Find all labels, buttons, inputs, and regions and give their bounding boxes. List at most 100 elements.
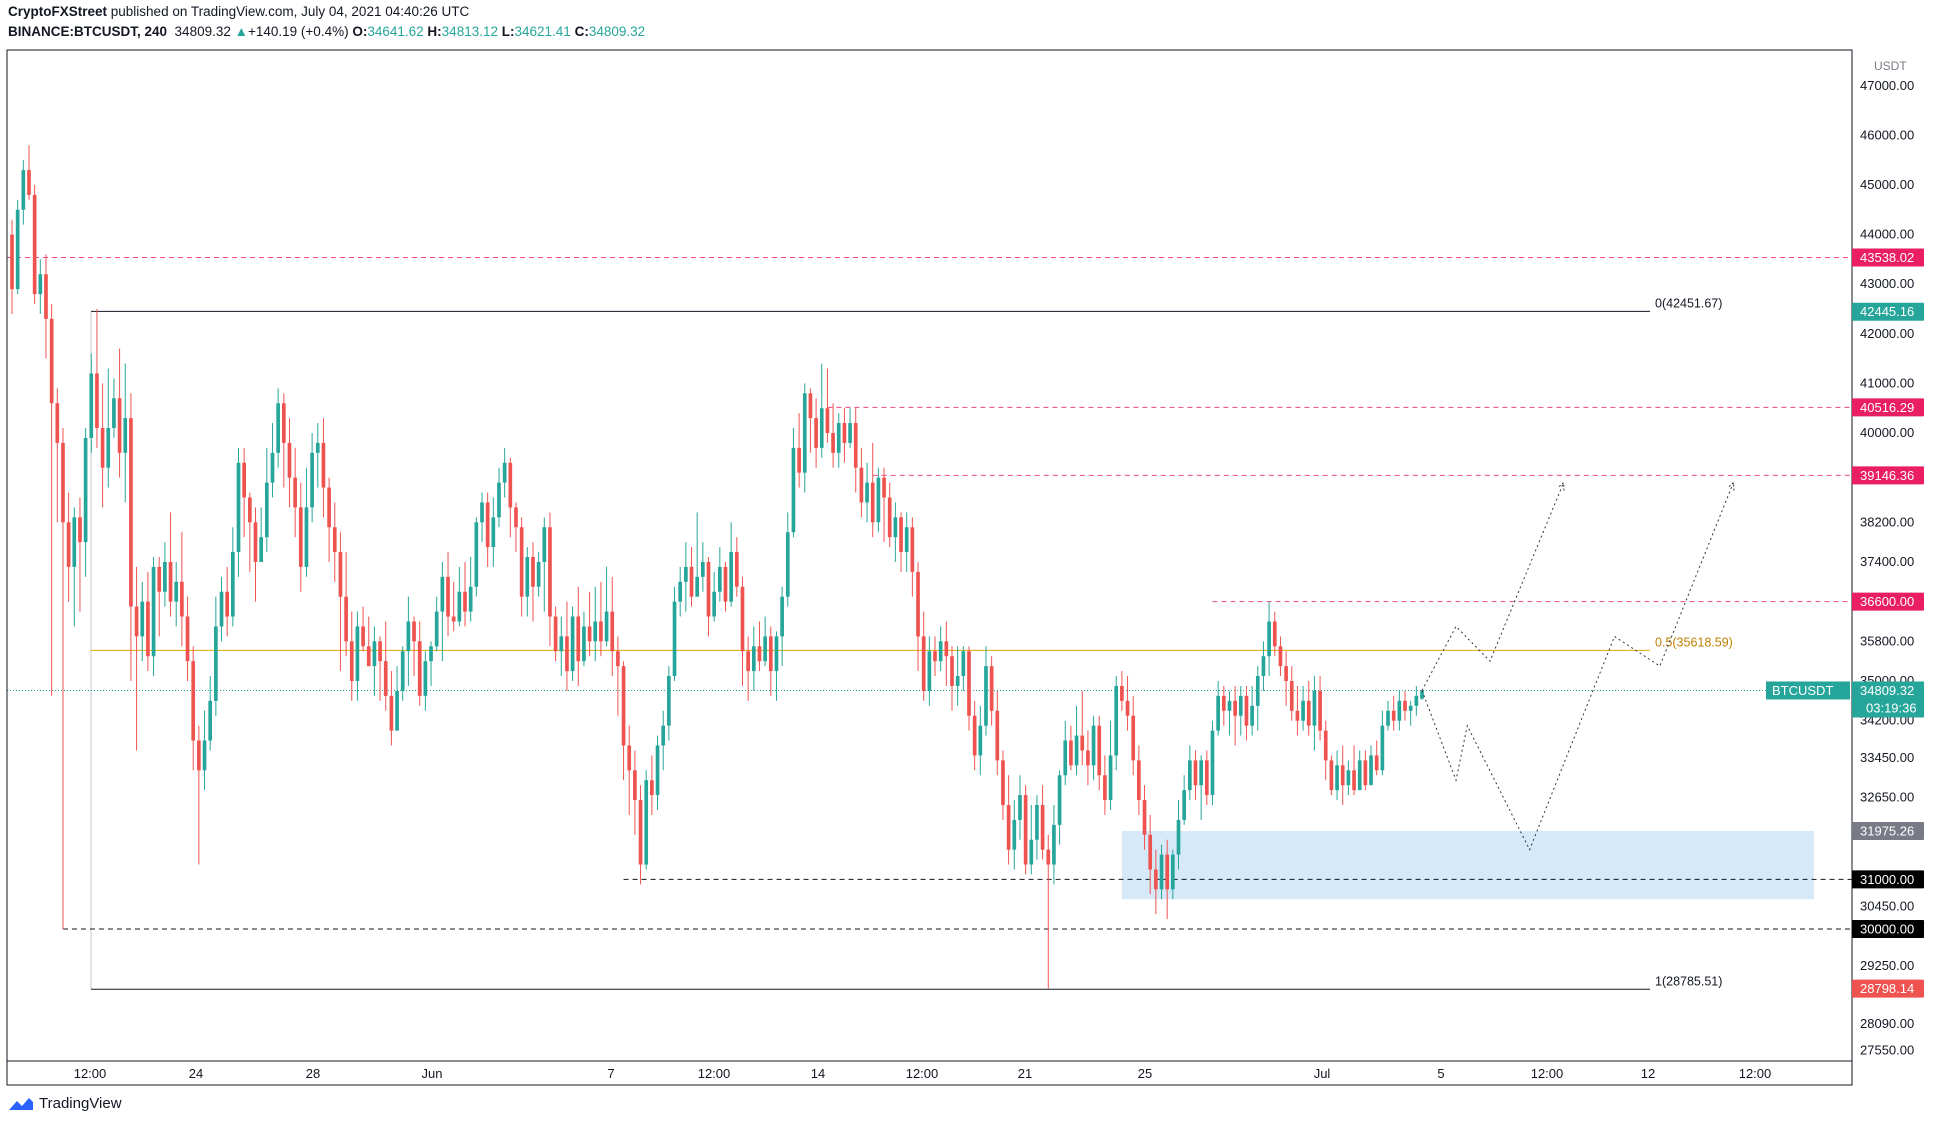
candle-body [1125,700,1130,716]
candle-body [865,482,869,503]
candle-body [214,626,218,701]
candle-body [831,432,835,453]
candle-body [151,566,156,657]
x-tick-label: 24 [189,1066,203,1081]
candle-body [378,641,382,662]
level-badge-bg [1852,870,1924,889]
candle-body [27,170,31,195]
tradingview-logo-icon [9,1097,33,1110]
x-tick-label: 12:00 [906,1066,939,1081]
candle-body [836,423,841,453]
projection-arrow-icon [1557,481,1565,491]
candle-body [463,591,467,612]
candle-body [1006,805,1011,850]
candle-body [1171,854,1175,890]
candle-body [734,552,739,587]
candle-body [1001,760,1005,806]
candle-body [32,194,37,295]
countdown-badge: 03:19:36 [1866,700,1917,715]
candle-body [916,571,920,637]
candle-body [1023,795,1028,865]
candle-body [1029,839,1034,865]
candle-body [944,641,949,657]
projection-path [1421,482,1734,851]
symbol-name: BINANCE:BTCUSDT, 240 [8,24,168,39]
y-tick-label: 30450.00 [1860,899,1914,914]
candle-body [955,676,960,686]
candle-body [989,666,994,711]
y-tick-label: 29250.00 [1860,958,1914,973]
candle-body [672,601,677,677]
candle-body [451,616,456,622]
level-badge-bg [1852,592,1924,611]
candle-body [1040,805,1045,850]
candle-body [21,170,26,210]
candle-body [853,423,858,468]
candle-body [616,651,620,667]
candle-body [1272,621,1277,647]
level-badge-bg [1852,398,1924,417]
candle-body [876,477,881,523]
candle-body [717,566,722,592]
candle-body [219,591,224,627]
candle-body [542,527,547,562]
y-tick-label: 43000.00 [1860,276,1914,291]
candle-body [457,591,462,622]
candle-body [678,581,683,602]
candle-body [1397,700,1402,721]
candle-body [859,467,864,503]
x-tick-label: Jul [1314,1066,1331,1081]
candle-body [1323,730,1328,761]
demand-zone [1121,831,1814,900]
candle-body [570,616,575,672]
y-tick-label: 46000.00 [1860,127,1914,142]
candle-body [123,418,128,453]
candle-body [140,601,145,637]
x-tick-label: 5 [1437,1066,1444,1081]
candle-body [559,636,564,652]
candle-body [1233,700,1237,716]
candle-body [1352,770,1356,791]
candle-body [1284,666,1288,682]
candle-body [599,621,603,642]
candle-body [349,641,354,682]
candle-body [650,780,654,796]
candle-body [1244,695,1249,726]
candle-body [383,661,388,696]
candle-body [904,527,909,553]
candle-body [168,561,173,602]
axis-badge: 42445.16 [1860,304,1914,319]
candle-body [1216,695,1220,731]
axis-badge: 31975.26 [1860,824,1914,839]
candle-body [1148,834,1153,870]
candle-body [870,482,875,523]
candle-body [1210,730,1215,796]
candle-body [1346,770,1351,786]
candle-body [106,428,111,468]
candle-body [1329,760,1334,791]
candle-body [242,462,247,498]
candle-body [627,745,632,771]
candle-body [191,661,196,741]
candle-body [848,423,852,443]
candle-body [740,586,745,652]
candle-body [689,566,694,597]
y-tick-label: 32650.00 [1860,790,1914,805]
x-tick-label: 12:00 [74,1066,107,1081]
candle-body [231,552,235,617]
y-tick-label: 37400.00 [1860,554,1914,569]
candle-body [497,482,501,518]
candle-body [950,656,954,686]
candle-body [1187,760,1192,791]
x-tick-label: 12:00 [1531,1066,1564,1081]
candle-body [1306,700,1311,726]
projection-arrow-icon [1727,481,1735,491]
candle-body [485,502,490,548]
candle-body [361,626,365,647]
fib-level-label: 0.5(35618.59) [1655,635,1733,649]
candle-body [1301,700,1305,721]
candle-body [1046,849,1051,865]
candle-body [44,274,48,319]
candle-body [1278,646,1283,667]
